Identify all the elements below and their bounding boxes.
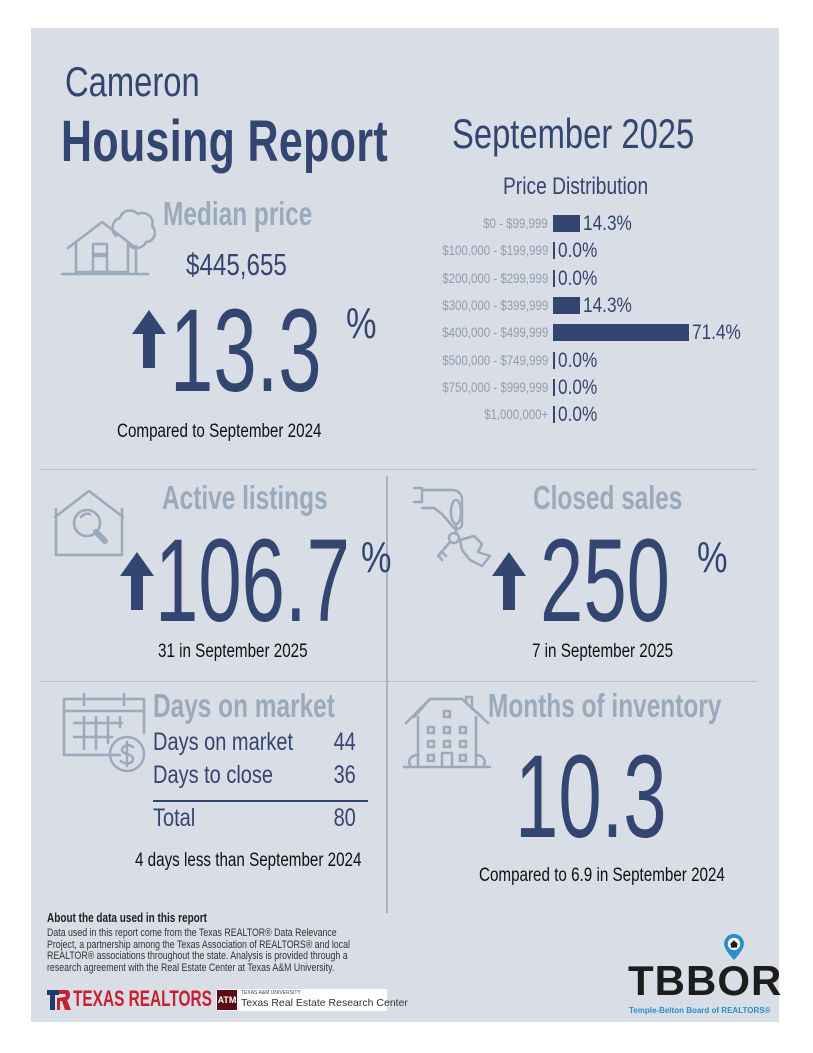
bar-label: $750,000 - $999,999 [442,378,548,395]
row-value: 36 [333,761,356,789]
bar-value-label: 0.0% [558,239,598,263]
bar-value-label: 0.0% [558,375,598,399]
bar-value-label: 0.0% [558,403,598,427]
median-price-change: 13.3 [170,285,322,417]
months-inventory-caption: Compared to 6.9 in September 2024 [479,865,725,886]
price-distribution-row: $1,000,000+ 0.0% [400,403,780,427]
total-row: Total 80 [153,804,368,835]
total-rule [153,800,368,802]
months-inventory-value: 10.3 [515,731,667,863]
days-on-market-heading: Days on market [153,687,335,724]
tamu-university: TEXAS A&M UNIVERSITY [241,990,301,996]
days-on-market-caption: 4 days less than September 2024 [135,850,362,871]
tamu-mark: ATM [217,990,237,1010]
closed-sales-heading: Closed sales [533,479,683,516]
bar-label: $500,000 - $749,999 [442,351,548,368]
price-distribution-row: $0 - $99,999 14.3% [400,212,780,235]
closed-sales-caption: 7 in September 2025 [532,641,674,662]
report-month: September 2025 [452,110,695,157]
bar [553,378,555,396]
median-price-change-unit: % [346,299,377,348]
calendar-dollar-icon [62,693,146,773]
bar-label: $400,000 - $499,999 [442,324,548,341]
bar-value-label: 14.3% [583,293,632,317]
row-label: Days to close [153,761,274,789]
section-divider [40,681,757,682]
house-tree-icon [60,209,157,276]
price-distribution-row: $100,000 - $199,999 0.0% [400,239,780,263]
bar [553,406,555,424]
bar [553,324,689,342]
bar [553,215,580,232]
section-divider [40,469,757,470]
days-to-close-row: Days to close 36 [153,761,368,792]
price-distribution-row: $300,000 - $399,999 14.3% [400,293,780,317]
tbbor-name: Temple-Belton Board of REALTORS® [629,1006,771,1015]
price-distribution-row: $400,000 - $499,999 71.4% [400,321,780,345]
active-listings-caption: 31 in September 2025 [158,641,308,662]
about-body: Data used in this report come from the T… [47,927,350,974]
total-value: 80 [333,804,356,832]
months-inventory-heading: Months of inventory [488,687,722,724]
bar-label: $300,000 - $399,999 [442,296,548,313]
house-search-icon [53,489,125,557]
row-value: 44 [333,728,356,756]
bar-label: $100,000 - $199,999 [442,242,548,259]
price-distribution-row: $500,000 - $749,999 0.0% [400,348,780,372]
apartment-building-icon [402,695,492,769]
tamu-logo: ATM TEXAS A&M UNIVERSITY Texas Real Esta… [216,989,408,1011]
tbbor-pin-icon [724,934,745,960]
bar-value-label: 0.0% [558,266,598,290]
tamu-center-name: Texas Real Estate Research Center [241,997,408,1009]
bar [553,351,555,369]
bar-value-label: 0.0% [558,348,598,372]
bar-label: $200,000 - $299,999 [442,269,548,286]
median-price-value: $445,655 [186,247,287,282]
median-price-caption: Compared to September 2024 [117,421,322,442]
about-title: About the data used in this report [47,911,208,925]
texas-realtors-text: TEXAS REALTORS [73,986,212,1011]
bar [553,296,580,314]
bar-value-label: 71.4% [692,321,741,345]
city-name: Cameron [65,58,200,105]
tbbor-text: TBBOR [628,957,783,1004]
arrow-up-icon [492,552,526,610]
closed-sales-change-unit: % [697,533,728,582]
closed-sales-change: 250 [540,515,670,647]
active-listings-change: 106.7 [155,515,350,647]
bar [553,242,555,260]
bar-label: $1,000,000+ [483,406,548,423]
total-label: Total [153,804,196,832]
report-title: Housing Report [61,109,389,174]
texas-realtors-logo: TEXAS REALTORS [47,986,212,1013]
price-distribution-row: $200,000 - $299,999 0.0% [400,266,780,290]
arrow-up-icon [132,310,166,368]
bar [553,269,555,287]
bar-label: $0 - $99,999 [483,215,548,231]
hand-keys-icon [412,486,492,568]
price-distribution-row: $750,000 - $999,999 0.0% [400,375,780,399]
texas-realtors-mark-icon [47,990,71,1010]
active-listings-change-unit: % [361,533,392,582]
report-panel [31,28,779,1022]
active-listings-heading: Active listings [162,479,328,516]
arrow-up-icon [120,552,154,610]
days-on-market-row: Days on market 44 [153,728,368,759]
row-label: Days on market [153,728,294,756]
price-distribution-title: Price Distribution [503,173,649,200]
tbbor-logo: TBBOR Temple-Belton Board of REALTORS® [628,934,781,1018]
bar-value-label: 14.3% [583,212,632,235]
median-price-heading: Median price [163,195,313,232]
column-divider [386,476,388,913]
